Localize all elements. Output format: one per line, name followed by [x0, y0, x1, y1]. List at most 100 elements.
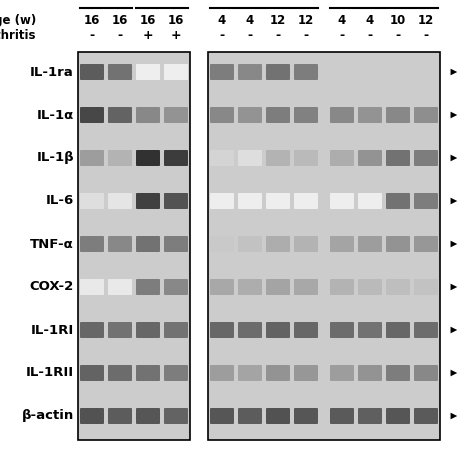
Text: -: -: [219, 28, 225, 42]
FancyBboxPatch shape: [294, 236, 318, 252]
FancyBboxPatch shape: [210, 322, 234, 338]
FancyBboxPatch shape: [238, 322, 262, 338]
FancyBboxPatch shape: [294, 279, 318, 295]
FancyBboxPatch shape: [108, 236, 132, 252]
Text: IL-6: IL-6: [46, 194, 74, 208]
FancyBboxPatch shape: [108, 193, 132, 209]
Text: -: -: [247, 28, 253, 42]
Text: 12: 12: [298, 13, 314, 27]
FancyBboxPatch shape: [294, 107, 318, 123]
FancyBboxPatch shape: [80, 193, 104, 209]
FancyBboxPatch shape: [358, 193, 382, 209]
Text: -: -: [339, 28, 345, 42]
FancyBboxPatch shape: [210, 365, 234, 381]
FancyBboxPatch shape: [164, 107, 188, 123]
Text: IL-1β: IL-1β: [36, 152, 74, 164]
Text: +: +: [143, 28, 153, 42]
FancyBboxPatch shape: [414, 193, 438, 209]
Text: Arthritis: Arthritis: [0, 28, 36, 42]
FancyBboxPatch shape: [108, 365, 132, 381]
FancyBboxPatch shape: [238, 236, 262, 252]
FancyBboxPatch shape: [294, 365, 318, 381]
FancyBboxPatch shape: [238, 408, 262, 424]
FancyBboxPatch shape: [238, 107, 262, 123]
FancyBboxPatch shape: [266, 107, 290, 123]
Text: 16: 16: [112, 13, 128, 27]
Text: 4: 4: [246, 13, 254, 27]
FancyBboxPatch shape: [238, 279, 262, 295]
FancyBboxPatch shape: [358, 150, 382, 166]
FancyBboxPatch shape: [80, 150, 104, 166]
FancyBboxPatch shape: [136, 107, 160, 123]
FancyBboxPatch shape: [386, 279, 410, 295]
Text: 12: 12: [270, 13, 286, 27]
FancyBboxPatch shape: [164, 322, 188, 338]
FancyBboxPatch shape: [330, 322, 354, 338]
FancyBboxPatch shape: [266, 64, 290, 80]
FancyBboxPatch shape: [238, 365, 262, 381]
FancyBboxPatch shape: [164, 279, 188, 295]
FancyBboxPatch shape: [358, 408, 382, 424]
FancyBboxPatch shape: [266, 408, 290, 424]
Text: IL-1ra: IL-1ra: [30, 65, 74, 79]
FancyBboxPatch shape: [266, 279, 290, 295]
FancyBboxPatch shape: [108, 322, 132, 338]
FancyBboxPatch shape: [330, 107, 354, 123]
FancyBboxPatch shape: [80, 408, 104, 424]
FancyBboxPatch shape: [386, 193, 410, 209]
Text: 4: 4: [338, 13, 346, 27]
FancyBboxPatch shape: [80, 279, 104, 295]
FancyBboxPatch shape: [80, 107, 104, 123]
FancyBboxPatch shape: [330, 236, 354, 252]
FancyBboxPatch shape: [108, 107, 132, 123]
FancyBboxPatch shape: [386, 150, 410, 166]
Text: -: -: [367, 28, 373, 42]
FancyBboxPatch shape: [330, 150, 354, 166]
Text: COX-2: COX-2: [30, 281, 74, 293]
FancyBboxPatch shape: [266, 236, 290, 252]
Text: Age (w): Age (w): [0, 13, 36, 27]
FancyBboxPatch shape: [414, 322, 438, 338]
Text: -: -: [395, 28, 401, 42]
FancyBboxPatch shape: [164, 150, 188, 166]
FancyBboxPatch shape: [386, 236, 410, 252]
FancyBboxPatch shape: [210, 193, 234, 209]
FancyBboxPatch shape: [164, 365, 188, 381]
Text: IL-1RII: IL-1RII: [26, 366, 74, 380]
Text: -: -: [423, 28, 428, 42]
Text: 10: 10: [390, 13, 406, 27]
FancyBboxPatch shape: [414, 365, 438, 381]
FancyBboxPatch shape: [266, 322, 290, 338]
FancyBboxPatch shape: [358, 365, 382, 381]
Text: -: -: [90, 28, 94, 42]
Text: TNF-α: TNF-α: [30, 237, 74, 250]
FancyBboxPatch shape: [164, 193, 188, 209]
FancyBboxPatch shape: [108, 150, 132, 166]
FancyBboxPatch shape: [136, 150, 160, 166]
FancyBboxPatch shape: [210, 408, 234, 424]
FancyBboxPatch shape: [80, 64, 104, 80]
Text: 16: 16: [140, 13, 156, 27]
Text: 4: 4: [218, 13, 226, 27]
FancyBboxPatch shape: [136, 322, 160, 338]
Text: 16: 16: [168, 13, 184, 27]
FancyBboxPatch shape: [414, 150, 438, 166]
FancyBboxPatch shape: [210, 107, 234, 123]
FancyBboxPatch shape: [386, 107, 410, 123]
FancyBboxPatch shape: [294, 193, 318, 209]
Text: IL-1RI: IL-1RI: [31, 323, 74, 337]
FancyBboxPatch shape: [358, 107, 382, 123]
FancyBboxPatch shape: [238, 64, 262, 80]
Bar: [208, 52, 440, 440]
FancyBboxPatch shape: [164, 408, 188, 424]
Text: IL-1α: IL-1α: [37, 109, 74, 121]
FancyBboxPatch shape: [358, 322, 382, 338]
FancyBboxPatch shape: [294, 322, 318, 338]
FancyBboxPatch shape: [294, 150, 318, 166]
FancyBboxPatch shape: [136, 64, 160, 80]
Text: -: -: [303, 28, 309, 42]
Text: +: +: [171, 28, 182, 42]
FancyBboxPatch shape: [238, 150, 262, 166]
FancyBboxPatch shape: [330, 279, 354, 295]
Text: -: -: [275, 28, 281, 42]
